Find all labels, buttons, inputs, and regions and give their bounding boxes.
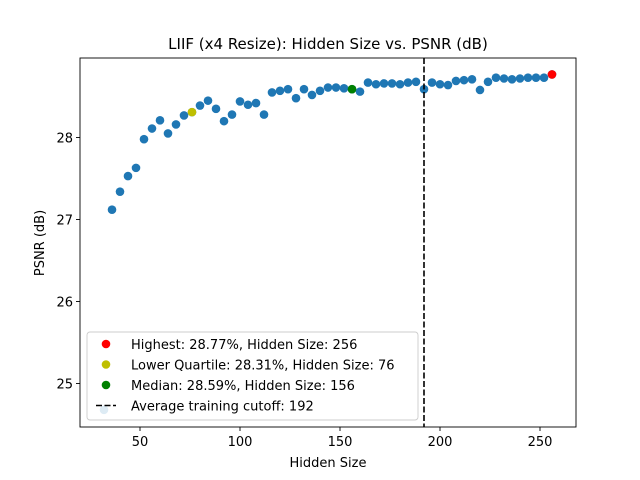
plot-area bbox=[79, 57, 577, 428]
data-point bbox=[243, 100, 253, 110]
legend-label: Average training cutoff: 192 bbox=[131, 400, 314, 415]
y-tick-label: 25 bbox=[56, 378, 73, 393]
y-tick-label: 28 bbox=[56, 132, 73, 147]
data-point bbox=[443, 80, 453, 90]
data-point bbox=[483, 77, 493, 87]
data-point bbox=[339, 84, 349, 93]
data-point bbox=[507, 75, 517, 84]
data-point bbox=[323, 83, 333, 92]
data-point bbox=[371, 79, 381, 89]
data-point bbox=[315, 86, 325, 96]
data-point bbox=[499, 74, 509, 83]
data-point bbox=[171, 120, 181, 129]
x-tick-label: 150 bbox=[328, 435, 353, 450]
data-point bbox=[515, 74, 525, 83]
data-point bbox=[355, 87, 365, 96]
x-tick-label: 100 bbox=[228, 435, 253, 450]
axes-frame bbox=[79, 57, 577, 428]
y-tick-label: 26 bbox=[56, 296, 73, 311]
legend-marker bbox=[101, 380, 111, 390]
data-point bbox=[275, 86, 285, 96]
data-point bbox=[219, 116, 229, 126]
data-point bbox=[459, 75, 469, 85]
data-point bbox=[283, 84, 293, 94]
data-point bbox=[163, 129, 173, 138]
data-point bbox=[259, 110, 269, 119]
legend-box bbox=[86, 331, 419, 421]
highlight-point bbox=[187, 107, 197, 117]
data-point bbox=[363, 78, 373, 87]
legend-marker bbox=[101, 339, 111, 349]
data-point bbox=[307, 90, 317, 100]
data-point bbox=[403, 78, 413, 87]
data-point bbox=[179, 111, 189, 120]
data-point bbox=[115, 187, 125, 196]
data-point bbox=[203, 96, 213, 105]
data-point bbox=[411, 77, 421, 87]
x-tick-label: 250 bbox=[528, 435, 553, 450]
data-point bbox=[139, 134, 149, 144]
data-point bbox=[435, 79, 445, 89]
legend-label: Highest: 28.77%, Hidden Size: 256 bbox=[131, 338, 357, 353]
y-axis-label: PSNR (dB) bbox=[33, 210, 48, 276]
data-point bbox=[395, 79, 405, 89]
data-point bbox=[107, 205, 117, 214]
highlight-point bbox=[547, 70, 557, 79]
data-point bbox=[331, 83, 341, 92]
x-axis: 50 100 150 200 250 bbox=[132, 427, 553, 450]
legend-label: Median: 28.59%, Hidden Size: 156 bbox=[131, 379, 355, 394]
legend: Highest: 28.77%, Hidden Size: 256 Lower Q… bbox=[86, 331, 419, 421]
data-point bbox=[451, 76, 461, 86]
legend-label: Lower Quartile: 28.31%, Hidden Size: 76 bbox=[131, 359, 395, 374]
y-tick-label: 27 bbox=[56, 214, 73, 229]
x-tick-label: 50 bbox=[132, 435, 149, 450]
data-point bbox=[291, 93, 301, 103]
data-point bbox=[299, 84, 309, 94]
data-point bbox=[235, 97, 245, 106]
y-axis: 25 26 27 28 bbox=[56, 132, 80, 393]
chart-title: LIIF (x4 Resize): Hidden Size vs. PSNR (… bbox=[168, 35, 488, 53]
data-point bbox=[491, 73, 501, 82]
data-point bbox=[531, 73, 541, 82]
data-point bbox=[427, 78, 437, 87]
highlight-point bbox=[347, 84, 357, 94]
data-point bbox=[195, 101, 205, 110]
data-point bbox=[251, 98, 261, 108]
x-tick-label: 200 bbox=[428, 435, 453, 450]
data-point bbox=[523, 73, 533, 82]
legend-marker bbox=[101, 360, 111, 369]
data-point bbox=[467, 75, 477, 84]
data-point bbox=[387, 79, 397, 88]
data-point bbox=[211, 104, 221, 114]
data-point bbox=[475, 85, 485, 95]
data-point bbox=[147, 124, 157, 133]
data-point bbox=[267, 88, 277, 97]
x-axis-label: Hidden Size bbox=[290, 456, 367, 471]
data-point bbox=[539, 73, 549, 82]
data-point bbox=[123, 171, 133, 181]
data-point bbox=[379, 79, 389, 88]
data-point bbox=[155, 116, 165, 125]
data-point bbox=[131, 163, 141, 173]
data-point bbox=[227, 110, 237, 119]
